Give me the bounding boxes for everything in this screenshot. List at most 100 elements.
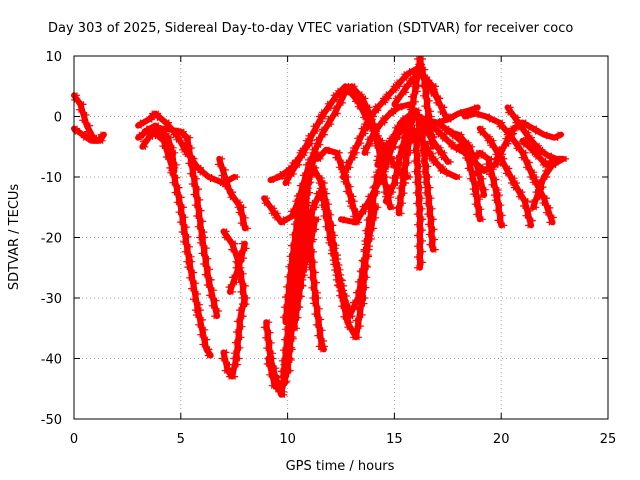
data-point-marker	[175, 209, 182, 216]
data-point-marker	[393, 154, 400, 161]
data-point-marker	[79, 117, 86, 124]
data-point-marker	[185, 160, 192, 167]
data-point-marker	[203, 282, 210, 288]
data-point-marker	[325, 148, 332, 155]
data-point-marker	[437, 167, 444, 174]
data-point-marker	[373, 131, 379, 138]
data-point-marker	[402, 89, 409, 96]
data-point-marker	[379, 95, 386, 102]
y-tick-label: 0	[54, 111, 62, 126]
data-point-marker	[312, 321, 319, 328]
data-point-marker	[484, 137, 491, 144]
data-point-marker	[307, 274, 314, 281]
data-point-marker	[385, 163, 392, 170]
data-point-marker	[197, 196, 204, 203]
data-point-marker	[377, 148, 384, 155]
data-point-marker	[304, 219, 310, 226]
data-point-marker	[271, 205, 278, 212]
y-tick-label: -50	[41, 413, 62, 428]
data-point-marker	[204, 336, 211, 343]
data-point-marker	[309, 149, 316, 156]
data-point-marker	[280, 216, 287, 223]
data-point-marker	[327, 218, 334, 225]
data-point-marker	[350, 193, 357, 200]
data-point-marker	[300, 282, 307, 289]
series-arc-10	[225, 240, 250, 295]
data-point-marker	[426, 241, 433, 248]
data-point-marker	[288, 320, 295, 326]
data-point-marker	[390, 83, 397, 90]
data-point-marker	[86, 122, 93, 129]
data-point-marker	[435, 149, 442, 156]
data-point-marker	[398, 145, 405, 151]
data-point-marker	[347, 164, 354, 171]
data-point-marker	[380, 189, 387, 196]
data-point-marker	[168, 167, 175, 174]
data-point-marker	[498, 202, 505, 209]
data-point-marker	[435, 122, 442, 129]
data-point-marker	[350, 145, 356, 151]
data-point-marker	[238, 301, 245, 308]
data-point-marker	[148, 116, 155, 123]
data-point-marker	[345, 83, 352, 90]
data-point-marker	[478, 206, 485, 213]
data-point-marker	[372, 103, 379, 110]
data-point-marker	[502, 170, 509, 177]
series-arc-28	[425, 119, 508, 229]
data-point-marker	[420, 126, 427, 133]
data-point-marker	[207, 266, 213, 273]
data-point-marker	[389, 175, 396, 181]
data-point-marker	[441, 149, 448, 156]
data-point-marker	[327, 250, 334, 257]
data-point-marker	[396, 185, 403, 192]
data-point-marker	[97, 131, 104, 138]
data-point-marker	[429, 89, 435, 96]
data-point-marker	[323, 196, 330, 203]
data-point-marker	[431, 226, 438, 233]
data-point-marker	[526, 159, 533, 166]
data-point-marker	[184, 264, 191, 271]
data-point-marker	[487, 133, 493, 140]
data-point-marker	[371, 125, 378, 132]
data-point-marker	[211, 287, 217, 294]
data-point-marker	[176, 184, 183, 191]
data-point-marker	[495, 187, 502, 193]
data-point-marker	[80, 101, 87, 108]
data-point-marker	[159, 143, 166, 150]
data-point-marker	[456, 174, 463, 180]
data-point-marker	[364, 149, 371, 156]
data-point-marker	[284, 378, 291, 385]
data-point-marker	[373, 157, 380, 164]
data-point-marker	[425, 87, 432, 94]
data-point-marker	[533, 174, 540, 180]
data-point-marker	[276, 383, 283, 390]
data-point-marker	[514, 180, 520, 186]
data-point-marker	[162, 154, 169, 160]
data-point-marker	[529, 217, 536, 224]
data-point-marker	[405, 159, 412, 166]
data-point-marker	[439, 135, 446, 142]
data-point-marker	[187, 170, 194, 177]
x-tick-label: 5	[177, 432, 185, 447]
data-point-marker	[181, 248, 188, 255]
data-point-marker	[149, 110, 156, 117]
data-point-marker	[360, 246, 367, 253]
data-point-marker	[375, 174, 382, 180]
data-point-marker	[236, 355, 243, 362]
data-point-marker	[290, 268, 297, 275]
data-point-marker	[295, 314, 302, 321]
data-point-marker	[322, 223, 329, 230]
data-point-marker	[83, 112, 90, 118]
data-point-marker	[474, 112, 481, 118]
data-point-marker	[165, 119, 172, 126]
data-point-marker	[74, 92, 80, 99]
data-point-marker	[229, 288, 236, 295]
data-point-marker	[296, 266, 303, 273]
data-point-marker	[406, 104, 413, 110]
data-point-marker	[529, 134, 535, 141]
data-point-marker	[465, 139, 472, 146]
data-point-marker	[237, 288, 244, 295]
data-point-marker	[340, 217, 346, 224]
data-point-marker	[518, 119, 525, 126]
data-point-marker	[479, 216, 486, 223]
